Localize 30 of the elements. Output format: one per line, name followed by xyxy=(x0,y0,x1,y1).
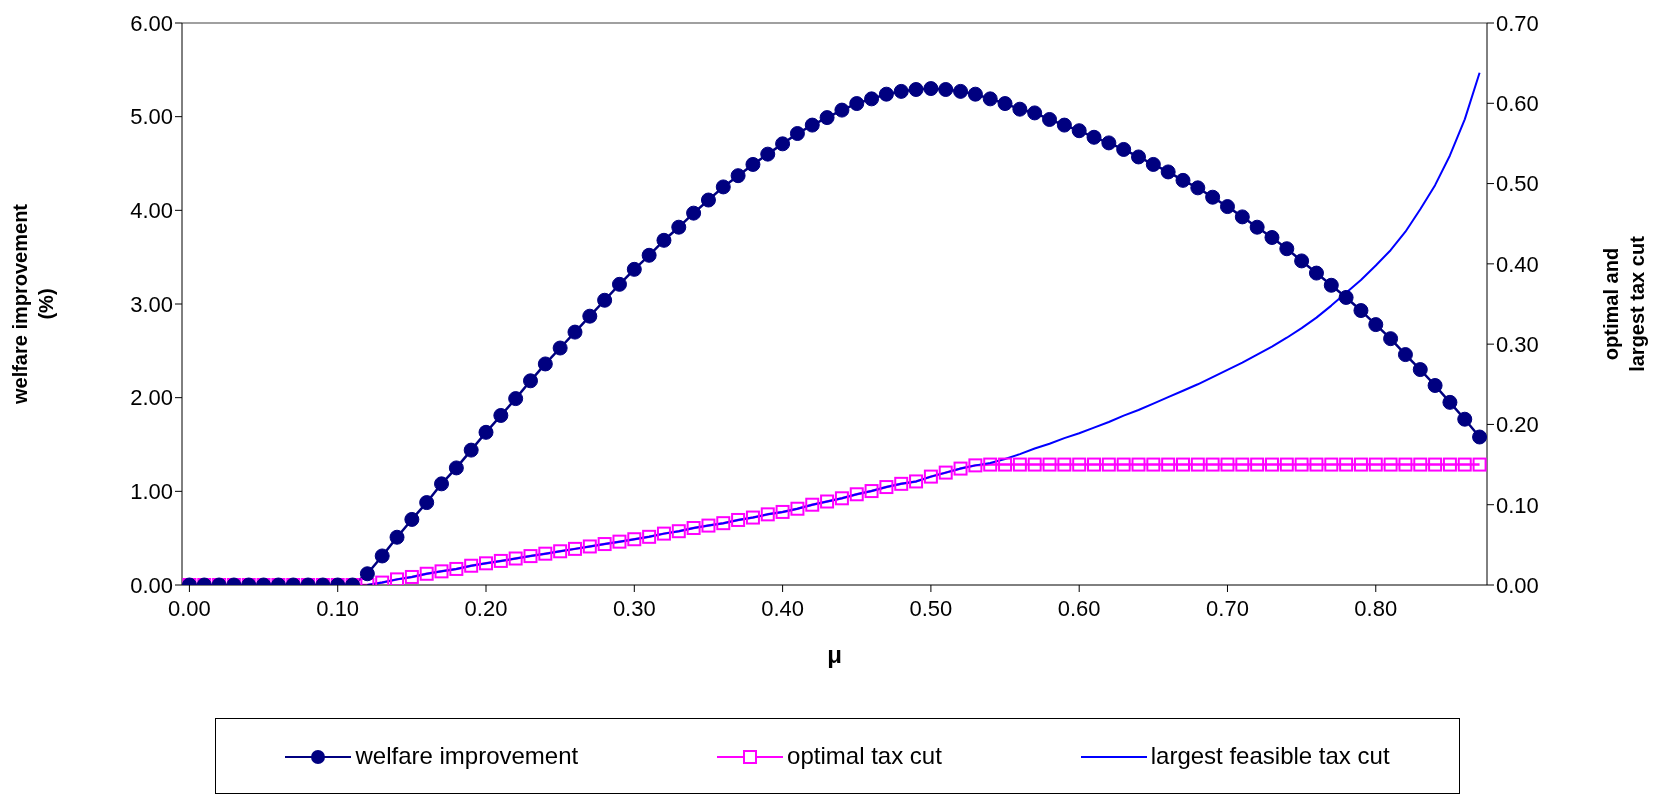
y-tick-label: 1.00 xyxy=(130,479,173,505)
y-tick-label: 3.00 xyxy=(130,291,173,317)
y-axis-title: welfare improvement (%) xyxy=(8,202,58,407)
x-tick-label: 0.10 xyxy=(316,595,360,621)
x-tick-label: 0.20 xyxy=(464,595,508,621)
y2-tick-label: 0.50 xyxy=(1496,171,1539,197)
x-tick-label: 0.60 xyxy=(1057,595,1101,621)
y2-tick-label: 0.10 xyxy=(1496,492,1539,518)
y2-axis-title: optimal and largest tax cut xyxy=(1599,235,1649,374)
y-tick-label: 0.00 xyxy=(130,572,173,598)
x-tick-label: 0.80 xyxy=(1354,595,1398,621)
y2-tick-label: 0.30 xyxy=(1496,331,1539,357)
y2-tick-label: 0.00 xyxy=(1496,572,1539,598)
x-tick-label: 0.70 xyxy=(1206,595,1249,621)
y-tick-label: 4.00 xyxy=(130,198,173,224)
y2-tick-label: 0.70 xyxy=(1496,10,1539,36)
x-tick-label: 0.50 xyxy=(909,595,953,621)
x-tick-label: 0.00 xyxy=(168,595,211,621)
y2-tick-label: 0.20 xyxy=(1496,412,1539,438)
y-tick-label: 5.00 xyxy=(130,104,173,130)
legend-label: optimal tax cut xyxy=(786,741,942,770)
y2-tick-label: 0.60 xyxy=(1496,91,1539,117)
x-tick-label: 0.40 xyxy=(761,595,805,621)
x-axis-title: μ xyxy=(827,641,842,668)
y-tick-label: 6.00 xyxy=(130,10,173,36)
y-tick-label: 2.00 xyxy=(130,385,173,411)
legend-label: welfare improvement xyxy=(354,741,579,770)
y2-tick-label: 0.40 xyxy=(1496,251,1539,277)
x-tick-label: 0.30 xyxy=(612,595,656,621)
legend-label: largest feasible tax cut xyxy=(1149,741,1390,770)
